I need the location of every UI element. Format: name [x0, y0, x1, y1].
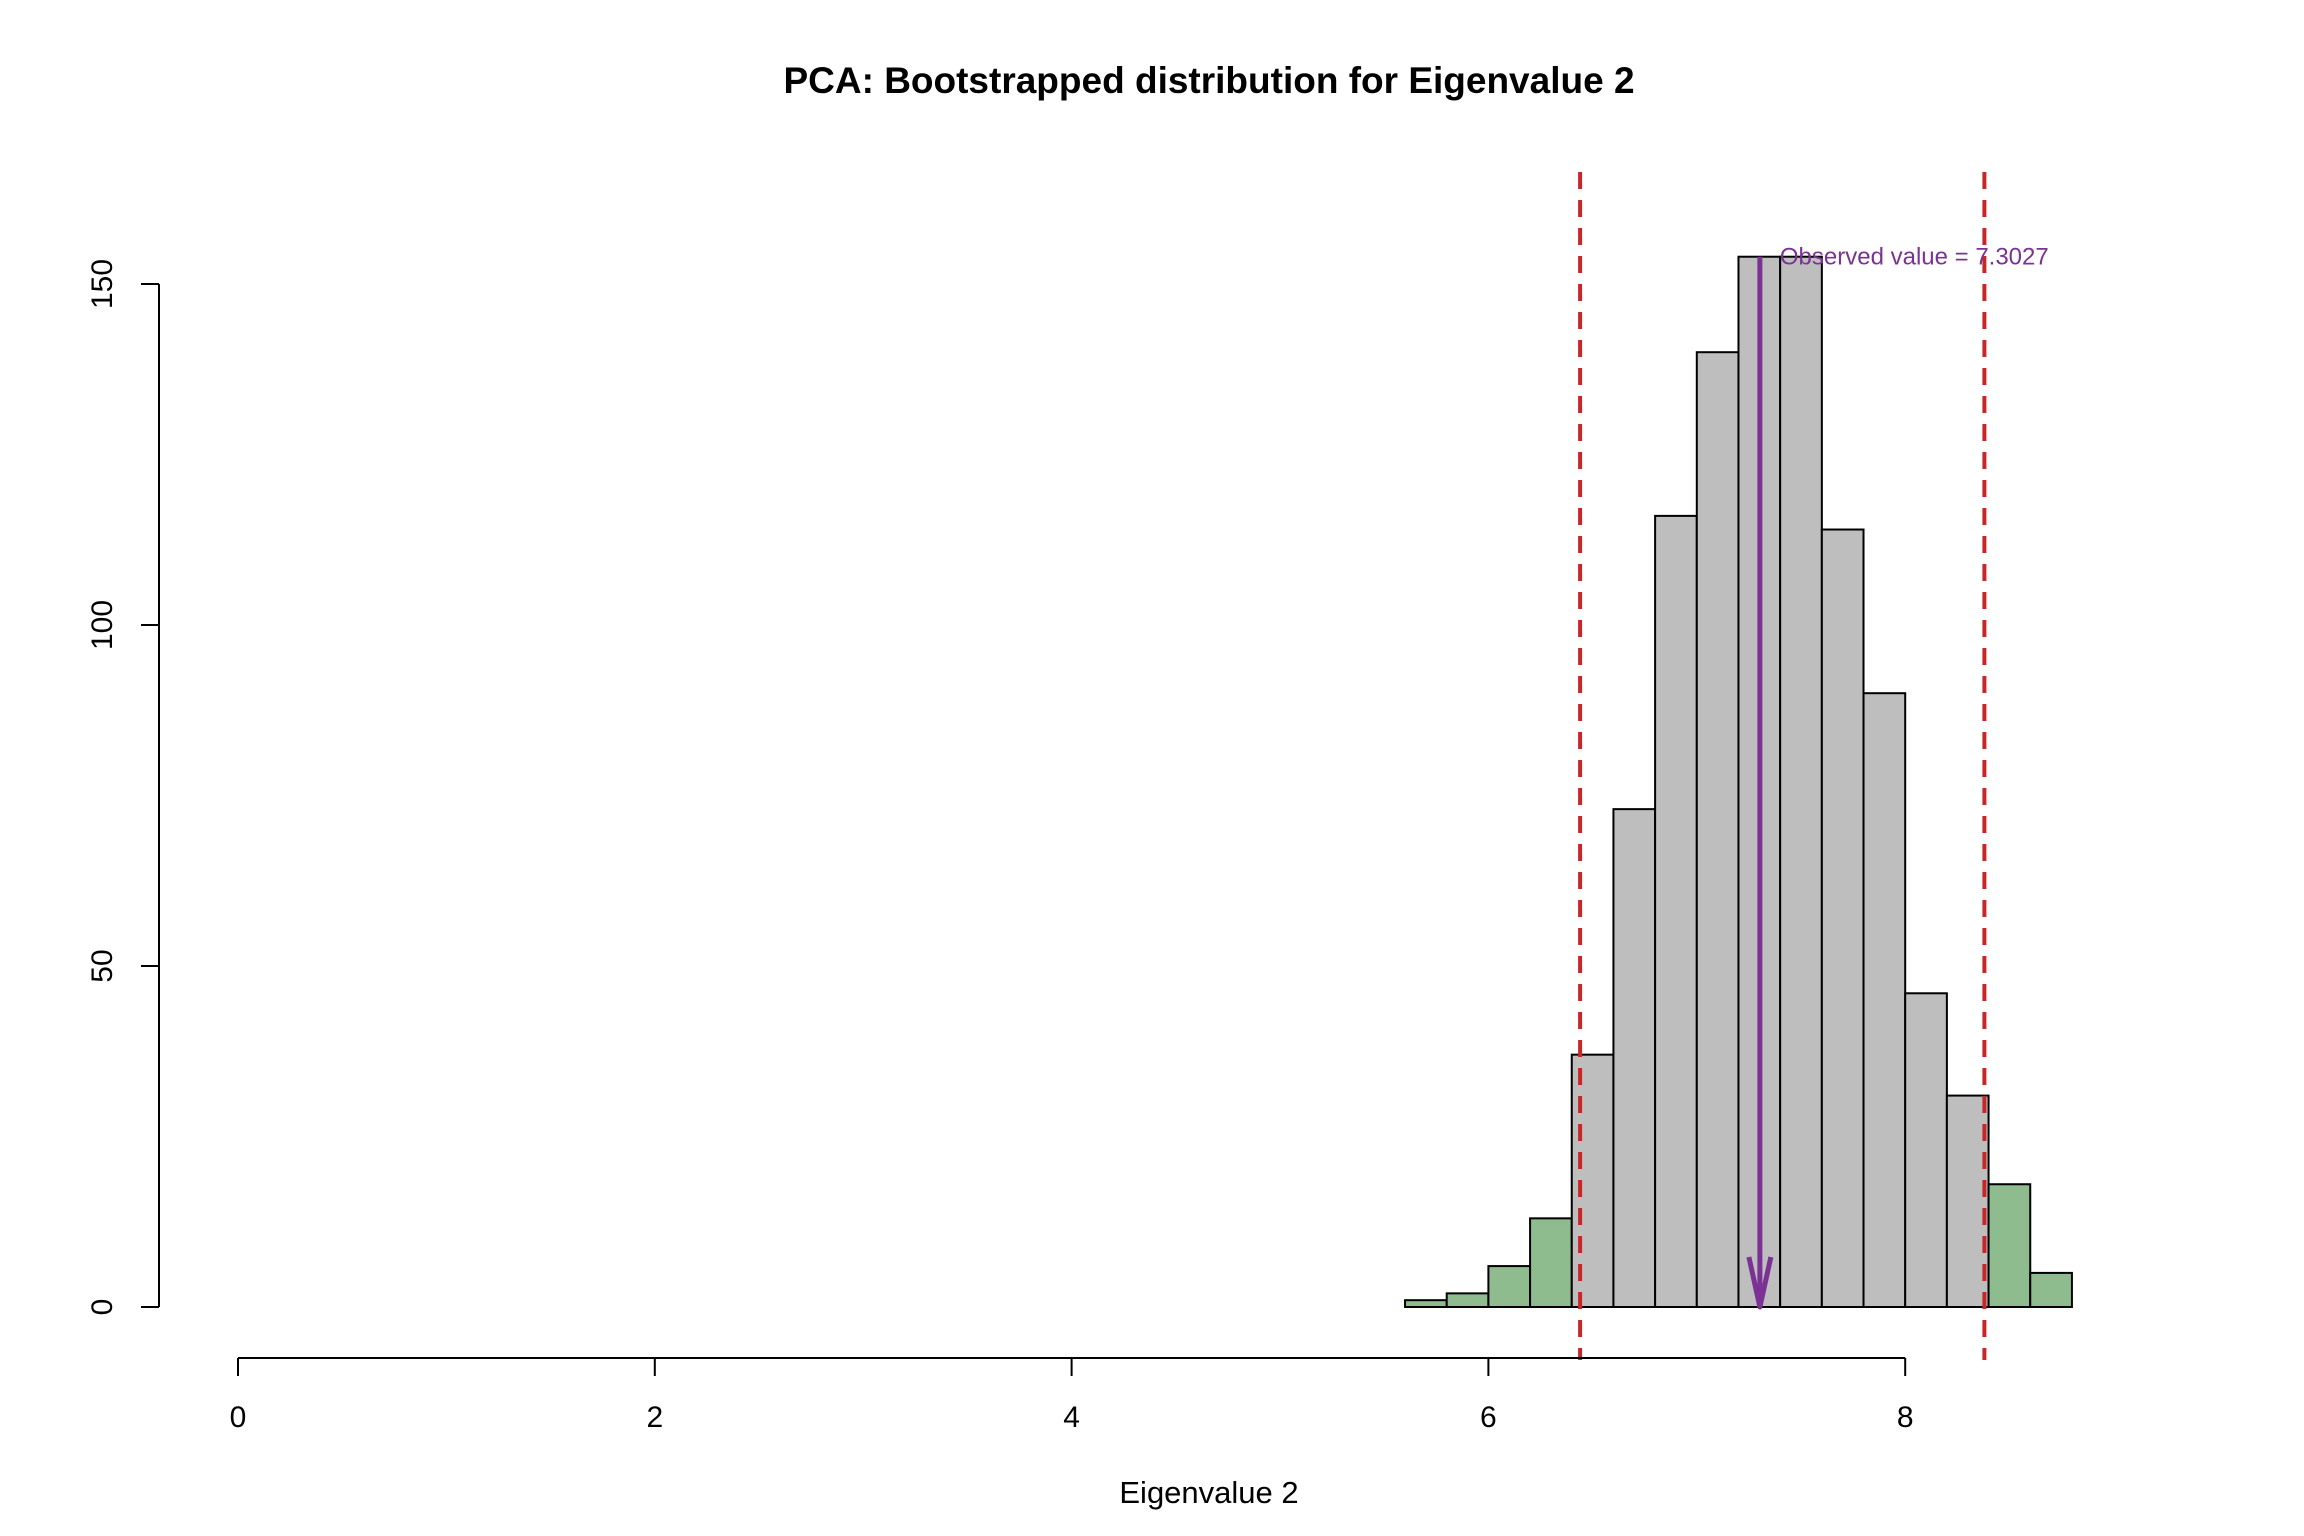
chart-title: PCA: Bootstrapped distribution for Eigen…: [783, 60, 1634, 101]
histogram-bar: [1779, 255, 1823, 1309]
observed-value-marker: Observed value = 7.3027: [1746, 244, 2049, 1310]
confidence-interval-lines: [1578, 172, 1987, 1360]
histogram-bar: [1612, 808, 1657, 1308]
histogram-bar: [1654, 514, 1698, 1308]
histogram-bar: [1529, 1217, 1573, 1308]
y-tick-label: 100: [86, 600, 119, 650]
histogram-bar: [1862, 692, 1907, 1308]
y-axis: 0 50 100 150: [86, 259, 160, 1316]
histogram-bar: [1445, 1292, 1490, 1308]
x-axis: 0 2 4 6 8: [230, 1357, 1914, 1434]
histogram-bar: [1945, 1094, 1990, 1308]
x-axis-label: Eigenvalue 2: [1119, 1475, 1298, 1510]
histogram-bar: [1487, 1265, 1532, 1308]
y-tick-label: 0: [86, 1299, 119, 1316]
y-tick-label: 150: [86, 259, 119, 309]
histogram-bar: [1904, 992, 1948, 1309]
histogram-bars: [1404, 255, 2073, 1309]
observed-arrow-head: [1746, 1256, 1774, 1310]
x-tick-label: 2: [646, 1401, 663, 1434]
x-tick-label: 4: [1063, 1401, 1080, 1434]
histogram-bar: [2029, 1271, 2073, 1309]
y-tick-label: 50: [86, 949, 119, 982]
x-tick-label: 0: [230, 1401, 247, 1434]
histogram-bar: [1695, 351, 1740, 1308]
x-tick-label: 8: [1897, 1401, 1914, 1434]
x-tick-label: 6: [1480, 1401, 1497, 1434]
observed-value-label: Observed value = 7.3027: [1780, 244, 2049, 271]
histogram-bar: [1570, 1053, 1615, 1309]
histogram-bar: [1404, 1299, 1448, 1309]
histogram-bar: [1987, 1183, 2032, 1308]
histogram-bar: [1820, 528, 1865, 1308]
